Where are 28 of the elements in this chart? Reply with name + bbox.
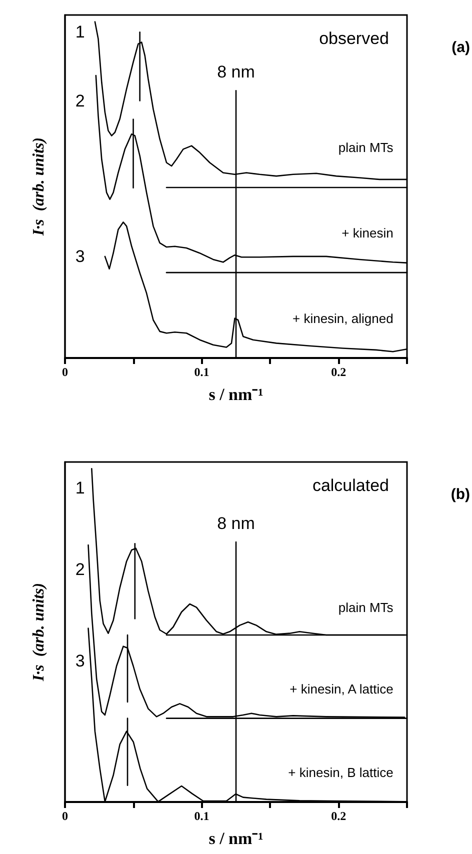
annotation: plain MTs bbox=[338, 140, 394, 155]
annotation: 3 bbox=[75, 652, 85, 670]
annotation: 8 nm bbox=[217, 514, 255, 534]
x-tick-label: 0.2 bbox=[331, 809, 346, 823]
annotation: + kinesin, aligned bbox=[292, 310, 394, 326]
x-tick-label: 0.1 bbox=[194, 809, 210, 823]
annotation: 2 bbox=[75, 560, 85, 580]
text: (a) bbox=[452, 39, 470, 56]
y-axis-title: I·s (arb. units) bbox=[30, 582, 48, 682]
text: (b) bbox=[450, 486, 470, 503]
x-axis-title: s / nm⁻¹ bbox=[208, 385, 264, 404]
annotation: + kinesin bbox=[342, 225, 394, 240]
annotation: plain MTs bbox=[338, 600, 394, 615]
annotation: 2 bbox=[75, 91, 85, 110]
y-axis-title: I·s (arb. units) bbox=[30, 137, 48, 237]
x-tick-label: 0.2 bbox=[331, 365, 346, 379]
annotation: + kinesin, B lattice bbox=[288, 764, 394, 780]
x-tick-label: 0 bbox=[62, 365, 68, 379]
chart-title: calculated bbox=[312, 476, 390, 495]
annotation: 1 bbox=[75, 22, 85, 42]
annotation: 1 bbox=[75, 478, 85, 498]
x-tick-label: 0 bbox=[62, 809, 68, 823]
annotation: + kinesin, A lattice bbox=[290, 682, 394, 696]
annotation: 8 nm bbox=[217, 62, 255, 82]
annotation: 3 bbox=[75, 246, 85, 266]
x-tick-label: 0.1 bbox=[194, 365, 210, 379]
chart-title: observed bbox=[319, 29, 390, 48]
x-axis-title: s / nm⁻¹ bbox=[208, 829, 264, 848]
